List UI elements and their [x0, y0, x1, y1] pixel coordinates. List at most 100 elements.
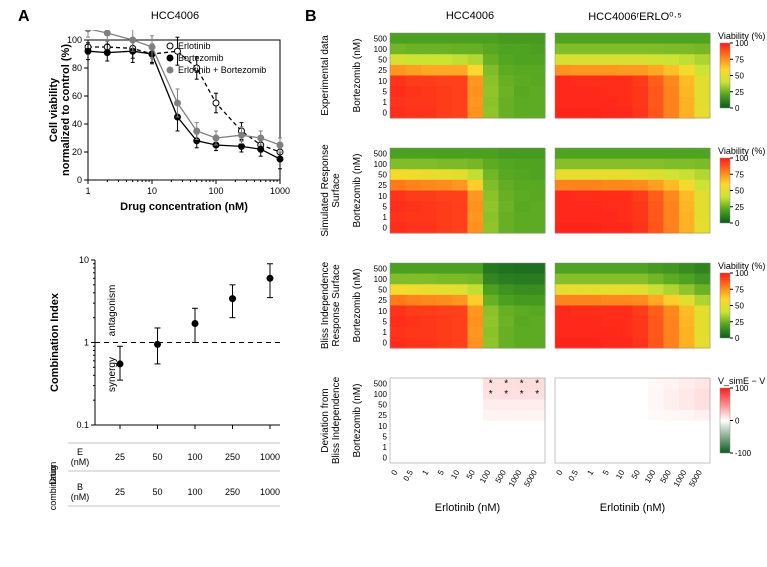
svg-text:100: 100: [187, 452, 202, 462]
svg-text:100: 100: [374, 275, 388, 284]
svg-text:500: 500: [374, 149, 388, 158]
svg-text:50: 50: [735, 72, 744, 81]
panel-a-label: A: [18, 8, 30, 26]
svg-text:Bortezomib (nM): Bortezomib (nM): [352, 269, 363, 343]
svg-text:10: 10: [378, 422, 387, 431]
dose-response-chart: 0204060801001101001000Drug concentration…: [45, 30, 290, 215]
svg-text:500: 500: [374, 379, 388, 388]
svg-text:100: 100: [374, 45, 388, 54]
svg-text:10: 10: [378, 77, 387, 86]
svg-text:V_simE − V_BI: V_simE − V_BI: [718, 376, 765, 386]
svg-text:0: 0: [383, 454, 388, 463]
svg-text:*: *: [520, 379, 524, 390]
combination-index-chart: 0.1110antagonismsynergyCombination Index…: [40, 250, 290, 555]
svg-text:Deviation from: Deviation from: [320, 388, 331, 452]
svg-text:0: 0: [383, 109, 388, 118]
svg-text:5: 5: [436, 468, 446, 477]
svg-text:0: 0: [389, 468, 399, 477]
svg-text:60: 60: [72, 91, 82, 101]
svg-text:500: 500: [374, 34, 388, 43]
svg-text:25: 25: [378, 411, 387, 420]
svg-text:5: 5: [383, 432, 388, 441]
svg-text:E: E: [77, 447, 83, 457]
svg-text:1: 1: [84, 338, 89, 348]
svg-text:250: 250: [225, 452, 240, 462]
heatmap-bliss_right: [555, 263, 711, 349]
svg-text:5: 5: [383, 87, 388, 96]
svg-text:100: 100: [67, 35, 82, 45]
dose-response-title: HCC4006: [85, 10, 265, 22]
svg-text:5000: 5000: [522, 468, 539, 488]
svg-text:100: 100: [208, 186, 223, 196]
svg-text:Combination Index: Combination Index: [49, 292, 61, 392]
svg-text:*: *: [504, 389, 508, 400]
svg-text:50: 50: [735, 187, 744, 196]
svg-text:0.5: 0.5: [567, 468, 581, 483]
svg-text:500: 500: [659, 468, 674, 485]
svg-text:Bliss Independence: Bliss Independence: [320, 261, 331, 349]
svg-text:500: 500: [494, 468, 509, 485]
svg-text:Erlotinib + Bortezomib: Erlotinib + Bortezomib: [178, 65, 266, 75]
heatmap-dev_right: [555, 378, 711, 464]
svg-text:Bortezomib: Bortezomib: [178, 53, 224, 63]
svg-text:10: 10: [378, 192, 387, 201]
svg-text:Surface: Surface: [331, 173, 342, 208]
svg-text:5000: 5000: [687, 468, 704, 488]
svg-text:500: 500: [374, 264, 388, 273]
svg-text:10: 10: [147, 186, 157, 196]
svg-text:Bliss Independence: Bliss Independence: [331, 376, 342, 464]
svg-text:50: 50: [630, 468, 643, 481]
svg-text:80: 80: [72, 63, 82, 73]
svg-text:Bortezomib (nM): Bortezomib (nM): [352, 384, 363, 458]
svg-text:-100: -100: [735, 449, 752, 458]
svg-text:0: 0: [383, 224, 388, 233]
svg-text:1000: 1000: [672, 468, 689, 488]
svg-text:1000: 1000: [270, 186, 290, 196]
heatmap-exp_left: [390, 33, 546, 119]
svg-text:1: 1: [383, 328, 388, 337]
svg-text:0: 0: [554, 468, 564, 477]
svg-text:*: *: [535, 389, 539, 400]
svg-text:100: 100: [374, 160, 388, 169]
col-right-title: HCC4006ʳERLO⁰·⁵: [555, 10, 715, 23]
svg-text:1: 1: [383, 443, 388, 452]
svg-text:5: 5: [601, 468, 611, 477]
svg-text:1: 1: [383, 98, 388, 107]
svg-text:Simulated Response: Simulated Response: [320, 144, 331, 237]
svg-text:Drug concentration (nM): Drug concentration (nM): [120, 201, 248, 213]
svg-text:75: 75: [735, 170, 744, 179]
svg-text:Erlotinib (nM): Erlotinib (nM): [600, 502, 665, 514]
svg-text:250: 250: [225, 487, 240, 497]
svg-text:25: 25: [115, 487, 125, 497]
svg-text:0: 0: [383, 339, 388, 348]
svg-text:50: 50: [378, 56, 387, 65]
svg-text:5: 5: [383, 202, 388, 211]
svg-text:Cell viability: Cell viability: [48, 77, 60, 142]
svg-text:50: 50: [378, 286, 387, 295]
svg-text:*: *: [535, 379, 539, 390]
svg-text:antagonism: antagonism: [107, 285, 118, 337]
svg-text:Viability (%): Viability (%): [718, 261, 765, 271]
svg-text:*: *: [489, 389, 493, 400]
svg-text:25: 25: [735, 318, 744, 327]
svg-text:1: 1: [585, 468, 595, 477]
svg-text:25: 25: [735, 88, 744, 97]
svg-text:10: 10: [449, 468, 462, 481]
svg-text:10: 10: [614, 468, 627, 481]
svg-text:25: 25: [115, 452, 125, 462]
svg-text:25: 25: [378, 296, 387, 305]
svg-text:1000: 1000: [260, 487, 280, 497]
svg-text:1: 1: [383, 213, 388, 222]
svg-text:Viability (%): Viability (%): [718, 146, 765, 156]
svg-text:*: *: [520, 389, 524, 400]
svg-text:Experimental data: Experimental data: [320, 35, 331, 116]
svg-text:100: 100: [187, 487, 202, 497]
svg-text:Erlotinib (nM): Erlotinib (nM): [435, 502, 500, 514]
svg-text:1: 1: [85, 186, 90, 196]
svg-text:100: 100: [643, 468, 658, 485]
svg-text:B: B: [77, 482, 83, 492]
svg-text:combination: combination: [48, 462, 58, 511]
svg-text:50: 50: [735, 302, 744, 311]
svg-text:normalized to control (%): normalized to control (%): [60, 44, 72, 176]
svg-text:1000: 1000: [507, 468, 524, 488]
